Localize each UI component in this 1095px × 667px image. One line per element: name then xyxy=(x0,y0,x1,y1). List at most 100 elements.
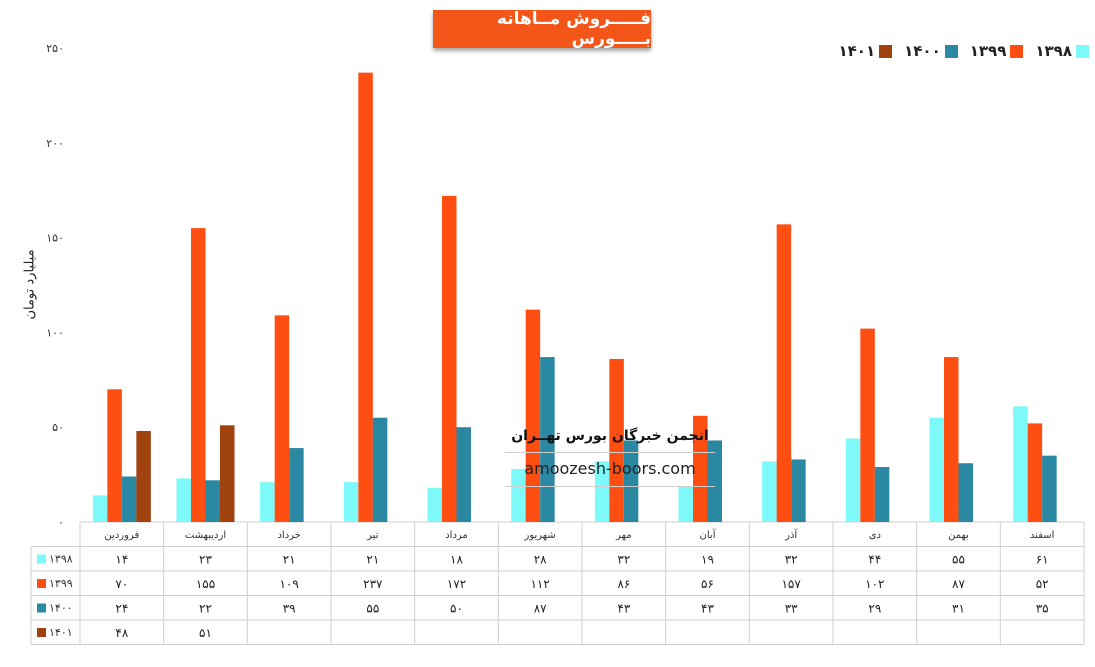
data-label: ۵۶ xyxy=(701,577,714,591)
data-label: ۲۹ xyxy=(868,602,881,616)
table-series-name: ۱۳۹۸ xyxy=(49,553,73,566)
data-label: ۸۶ xyxy=(617,577,630,591)
bar xyxy=(594,461,610,522)
data-label: ۱۴ xyxy=(115,553,128,567)
y-tick-label: ۱۰۰ xyxy=(46,326,64,339)
bar xyxy=(92,495,108,522)
bar xyxy=(442,195,457,522)
legend-entry: ۱۳۹۸ xyxy=(1035,42,1089,60)
x-tick-label: بهمن xyxy=(948,530,969,541)
bar xyxy=(205,480,220,522)
watermark: انجمن خبرگان بورس تهــران amoozesh-boors… xyxy=(505,428,715,487)
bar xyxy=(176,478,191,522)
bar xyxy=(929,417,944,522)
y-axis-label: میلیارد تومان xyxy=(22,249,38,320)
legend-swatch xyxy=(1010,44,1024,58)
bar xyxy=(1042,455,1057,522)
y-tick-label: ۵۰ xyxy=(52,421,64,434)
bar xyxy=(220,425,235,522)
x-tick-label: شهریور xyxy=(524,530,556,541)
x-tick-label: خرداد xyxy=(277,530,300,541)
watermark-url: amoozesh-boors.com xyxy=(505,453,715,487)
data-label: ۳۳ xyxy=(785,602,798,616)
data-label: ۲۳۷ xyxy=(363,577,383,591)
table-legend-key xyxy=(37,628,46,637)
bar xyxy=(693,415,708,522)
bar xyxy=(136,430,151,522)
data-label: ۲۴ xyxy=(115,602,128,616)
data-label: ۳۱ xyxy=(952,602,965,616)
data-label: ۱۱۲ xyxy=(530,577,549,591)
data-label: ۳۲ xyxy=(617,553,630,567)
bar xyxy=(274,315,290,522)
bar xyxy=(944,357,959,522)
data-label: ۸۷ xyxy=(534,602,547,616)
bar xyxy=(1013,406,1028,522)
bar xyxy=(776,224,792,522)
legend-label: ۱۴۰۱ xyxy=(838,42,876,60)
bar xyxy=(343,482,359,522)
y-tick-label: ۲۰۰ xyxy=(46,137,64,150)
data-label: ۱۵۵ xyxy=(196,577,215,591)
bar xyxy=(874,467,890,522)
bar xyxy=(260,482,275,522)
data-label: ۴۸ xyxy=(115,626,128,640)
x-tick-label: آذر xyxy=(784,528,798,541)
table-legend-key xyxy=(37,579,46,588)
bar xyxy=(845,438,861,522)
data-label: ۸۷ xyxy=(952,577,965,591)
x-tick-label: فروردین xyxy=(104,530,139,541)
x-tick-label: تیر xyxy=(366,530,379,541)
table-series-name: ۱۴۰۰ xyxy=(49,602,73,615)
data-label: ۲۳ xyxy=(199,553,212,567)
legend-entry: ۱۴۰۱ xyxy=(839,42,893,60)
bar xyxy=(372,417,388,522)
bar xyxy=(609,358,624,522)
bar xyxy=(191,228,206,522)
bar xyxy=(511,468,526,522)
bar xyxy=(456,427,471,522)
table-legend-key xyxy=(37,554,46,564)
bar xyxy=(958,463,973,522)
data-label: ۵۰ xyxy=(450,602,463,616)
data-label: ۴۳ xyxy=(701,602,714,616)
bar xyxy=(289,448,304,522)
table-series-name: ۱۳۹۹ xyxy=(49,577,73,590)
data-label: ۳۲ xyxy=(785,553,798,567)
data-label: ۶۱ xyxy=(1036,553,1049,567)
bar xyxy=(121,476,137,522)
data-label: ۱۷۲ xyxy=(447,577,466,591)
bar xyxy=(707,440,722,522)
data-label: ۵۵ xyxy=(366,602,379,616)
bar xyxy=(860,328,875,522)
y-tick-label: ۲۵۰ xyxy=(46,42,64,55)
legend-entry: ۱۳۹۹ xyxy=(970,42,1024,60)
x-tick-label: آبان xyxy=(700,528,717,541)
data-label: ۳۹ xyxy=(283,602,296,616)
legend-swatch xyxy=(944,44,958,58)
x-tick-label: اردیبهشت xyxy=(185,530,226,541)
data-label: ۲۲ xyxy=(199,602,212,616)
data-label: ۱۵۷ xyxy=(781,577,801,591)
legend-label: ۱۴۰۰ xyxy=(904,42,941,60)
data-label: ۳۵ xyxy=(1036,602,1049,616)
data-label: ۵۵ xyxy=(952,553,965,567)
watermark-title: انجمن خبرگان بورس تهــران xyxy=(505,428,715,453)
x-tick-label: مرداد xyxy=(445,530,468,541)
x-tick-label: دی xyxy=(869,530,881,541)
y-tick-label: ۱۵۰ xyxy=(46,232,64,245)
table-series-name: ۱۴۰۱ xyxy=(49,626,73,639)
data-label: ۴۴ xyxy=(868,553,881,567)
legend-label: ۱۳۹۹ xyxy=(969,42,1007,60)
data-label: ۴۳ xyxy=(617,602,630,616)
bar xyxy=(540,357,555,522)
bar xyxy=(427,487,442,522)
data-label: ۷۰ xyxy=(115,577,128,591)
data-label: ۱۹ xyxy=(701,553,714,567)
x-tick-label: مهر xyxy=(615,530,631,541)
data-label: ۲۸ xyxy=(534,553,547,567)
data-label: ۵۲ xyxy=(1036,577,1049,591)
legend-swatch xyxy=(1076,44,1089,58)
bar xyxy=(623,440,639,522)
